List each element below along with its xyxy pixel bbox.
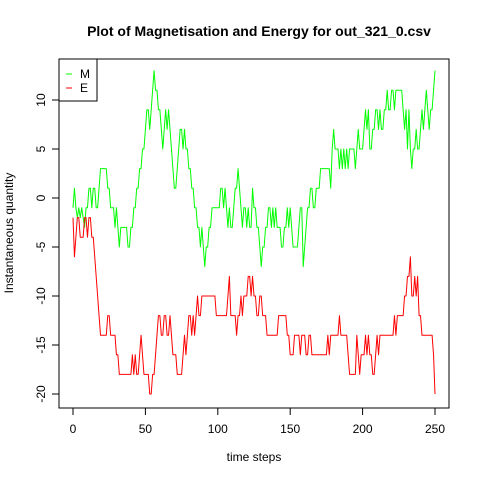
y-axis-label: Instantaneous quantity <box>2 173 16 294</box>
legend-label-e: E <box>80 81 88 95</box>
y-tick-label: -15 <box>34 336 48 354</box>
legend-label-m: M <box>80 67 90 81</box>
y-tick-label: 5 <box>34 145 48 152</box>
x-tick-label: 100 <box>208 422 228 436</box>
x-tick-label: 250 <box>425 422 445 436</box>
x-axis-label: time steps <box>227 450 282 464</box>
y-tick-label: -5 <box>34 241 48 252</box>
y-tick-label: 10 <box>34 93 48 107</box>
x-tick-label: 50 <box>139 422 153 436</box>
legend: ME <box>59 59 97 101</box>
x-tick-label: 200 <box>353 422 373 436</box>
legend-box <box>59 59 97 101</box>
y-tick-label: -20 <box>34 385 48 403</box>
x-tick-label: 150 <box>280 422 300 436</box>
x-tick-label: 0 <box>70 422 77 436</box>
y-tick-label: 0 <box>34 194 48 201</box>
y-tick-label: -10 <box>34 287 48 305</box>
chart-title: Plot of Magnetisation and Energy for out… <box>87 23 431 39</box>
